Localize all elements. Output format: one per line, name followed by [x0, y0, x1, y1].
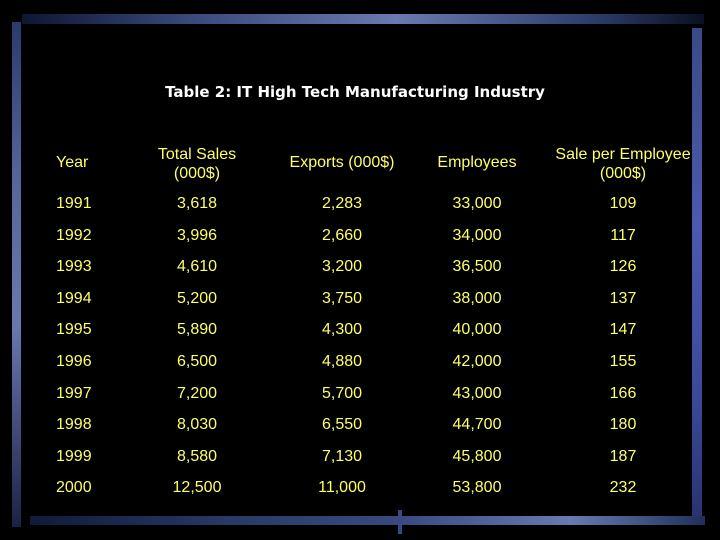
table-title: Table 2: IT High Tech Manufacturing Indu…	[165, 83, 545, 101]
cell-sale-per-employee: 155	[609, 353, 637, 370]
cell-total-sales: 6,500	[176, 353, 218, 370]
cell-total-sales: 8,580	[176, 448, 218, 465]
cell-sale-per-employee: 109	[609, 195, 637, 212]
cell-employees: 36,500	[452, 258, 502, 275]
cell-total-sales: 4,610	[176, 258, 218, 275]
cell-year: 1994	[56, 290, 92, 307]
header-employees: Employees	[437, 154, 517, 171]
cell-exports: 2,660	[321, 227, 363, 244]
cell-sale-per-employee: 137	[609, 290, 637, 307]
header-year: Year	[56, 154, 89, 171]
cell-exports: 4,300	[321, 321, 363, 338]
cell-total-sales: 5,890	[176, 321, 218, 338]
cell-total-sales: 7,200	[176, 385, 218, 402]
cell-employees: 43,000	[452, 385, 502, 402]
cell-year: 1991	[56, 195, 92, 212]
cell-total-sales: 8,030	[176, 416, 218, 433]
cell-total-sales: 3,618	[176, 195, 218, 212]
cell-exports: 2,283	[321, 195, 363, 212]
cell-year: 1999	[56, 448, 92, 465]
frame-right-bar	[692, 28, 702, 518]
cell-sale-per-employee: 126	[609, 258, 637, 275]
cell-sale-per-employee: 187	[609, 448, 637, 465]
cell-employees: 44,700	[452, 416, 502, 433]
frame-left-bar	[12, 22, 21, 527]
cell-year: 1995	[56, 321, 92, 338]
cell-exports: 3,200	[321, 258, 363, 275]
cell-employees: 33,000	[452, 195, 502, 212]
cell-year: 2000	[56, 479, 92, 496]
frame-bottom-tick	[398, 510, 402, 534]
cell-employees: 45,800	[452, 448, 502, 465]
cell-total-sales: 3,996	[176, 227, 218, 244]
cell-total-sales: 12,500	[172, 479, 222, 496]
cell-exports: 3,750	[321, 290, 363, 307]
cell-year: 1992	[56, 227, 92, 244]
cell-employees: 42,000	[452, 353, 502, 370]
header-sale-per-employee: Sale per Employee (000$)	[555, 146, 691, 182]
cell-sale-per-employee: 166	[609, 385, 637, 402]
cell-employees: 40,000	[452, 321, 502, 338]
cell-year: 1993	[56, 258, 92, 275]
cell-employees: 53,800	[452, 479, 502, 496]
cell-year: 1997	[56, 385, 92, 402]
cell-exports: 11,000	[318, 479, 366, 496]
cell-employees: 38,000	[452, 290, 502, 307]
cell-sale-per-employee: 232	[609, 479, 637, 496]
cell-year: 1998	[56, 416, 92, 433]
cell-sale-per-employee: 117	[610, 227, 636, 244]
cell-employees: 34,000	[452, 227, 502, 244]
cell-exports: 7,130	[321, 448, 363, 465]
frame-bottom-bar	[30, 516, 705, 525]
cell-total-sales: 5,200	[176, 290, 218, 307]
frame-top-bar	[22, 14, 704, 24]
cell-year: 1996	[56, 353, 92, 370]
header-exports: Exports (000$)	[289, 154, 395, 171]
header-total-sales: Total Sales (000$)	[157, 146, 237, 182]
cell-exports: 4,880	[321, 353, 363, 370]
cell-sale-per-employee: 180	[609, 416, 637, 433]
cell-sale-per-employee: 147	[609, 321, 637, 338]
cell-exports: 6,550	[321, 416, 363, 433]
cell-exports: 5,700	[321, 385, 363, 402]
